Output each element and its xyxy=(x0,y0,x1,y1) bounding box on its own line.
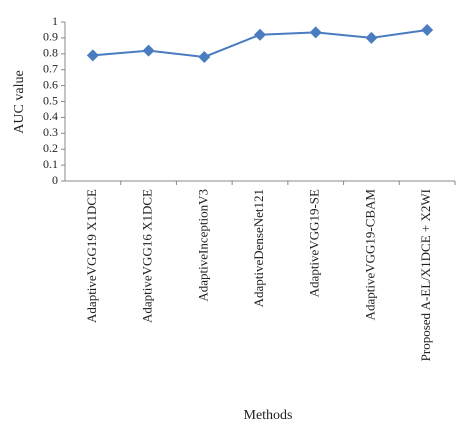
y-axis-title: AUC value xyxy=(12,70,27,133)
y-tick-label: 0 xyxy=(52,173,58,187)
x-tick-label: AdaptiveVGG19-CBAM xyxy=(362,189,377,321)
y-tick-label: 0.8 xyxy=(43,46,58,60)
marker xyxy=(198,50,211,63)
x-tick-label: AdaptiveDenseNet121 xyxy=(251,189,266,307)
y-tick-label: 0.4 xyxy=(43,109,58,123)
x-tick-label: Proposed A-EL/X1DCE + X2WI xyxy=(418,189,433,361)
x-tick-label: AdaptiveVGG19 X1DCE xyxy=(84,189,99,323)
y-tick-label: 1 xyxy=(52,14,58,28)
y-tick-label: 0.1 xyxy=(43,157,58,171)
marker xyxy=(421,23,434,36)
x-tick-label: AdaptiveVGG19-SE xyxy=(307,189,322,297)
y-tick-label: 0.3 xyxy=(43,125,58,139)
marker xyxy=(309,26,322,39)
y-tick-label: 0.6 xyxy=(43,77,58,91)
y-tick-label: 0.5 xyxy=(43,93,58,107)
y-tick-label: 0.9 xyxy=(43,30,58,44)
x-tick-label: AdaptiveVGG16 X1DCE xyxy=(140,189,155,323)
marker xyxy=(86,49,99,62)
marker xyxy=(254,28,266,41)
x-axis-title: Methods xyxy=(244,408,293,423)
y-tick-label: 0.2 xyxy=(43,141,58,155)
marker xyxy=(142,44,155,57)
x-tick-label: AdaptiveInceptionV3 xyxy=(195,189,210,302)
marker xyxy=(365,31,378,44)
y-tick-label: 0.7 xyxy=(43,61,58,75)
